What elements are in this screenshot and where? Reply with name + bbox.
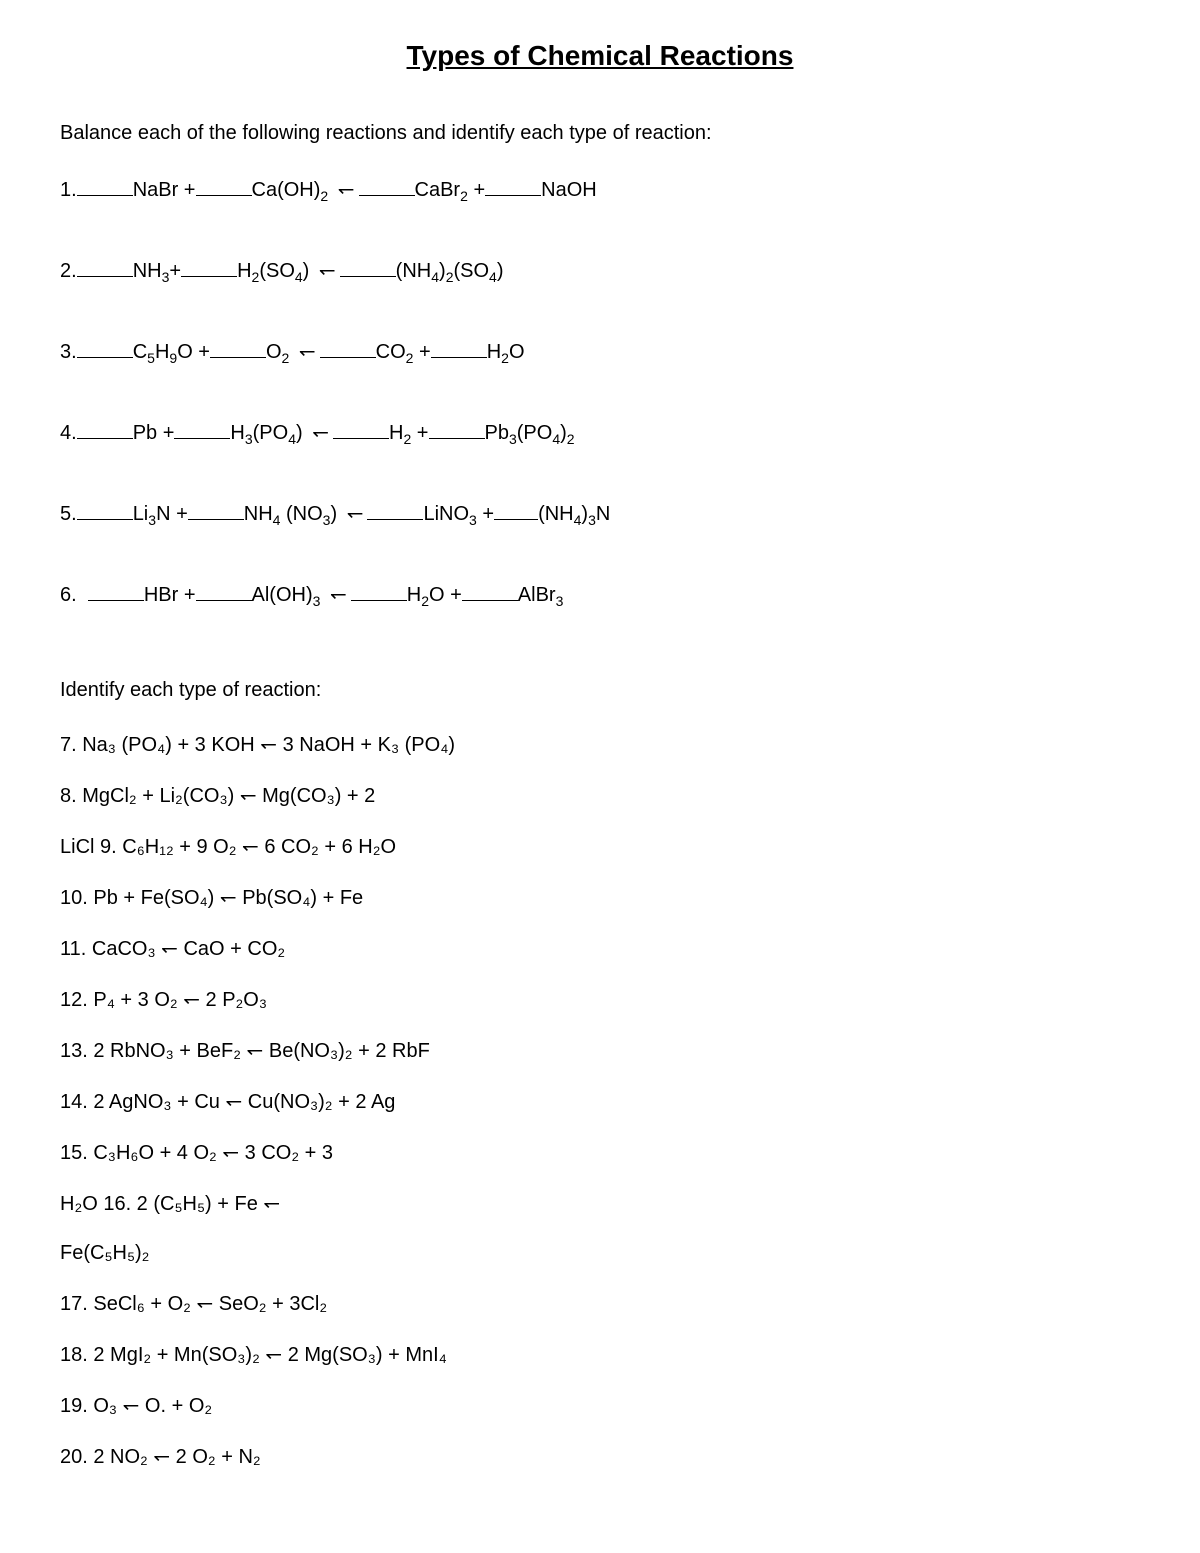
blank-input[interactable]: [333, 418, 389, 439]
worksheet-page: Types of Chemical Reactions Balance each…: [0, 0, 1200, 1553]
blank-input[interactable]: [77, 175, 133, 196]
question-11: 11. CaCO₃ ↽ CaO + CO₂: [60, 936, 1140, 961]
qnum: 4.: [60, 422, 77, 444]
arrow-icon: ↽: [315, 258, 340, 283]
question-13: 13. 2 RbNO₃ + BeF₂ ↽ Be(NO₃)₂ + 2 RbF: [60, 1038, 1140, 1063]
blank-input[interactable]: [210, 337, 266, 358]
blank-input[interactable]: [485, 175, 541, 196]
question-20: 20. 2 NO₂ ↽ 2 O₂ + N₂: [60, 1444, 1140, 1469]
qnum: 5.: [60, 503, 77, 525]
question-6: 6. HBr +Al(OH)3 ↽H2O +AlBr3: [60, 580, 1140, 609]
question-14: 14. 2 AgNO₃ + Cu ↽ Cu(NO₃)₂ + 2 Ag: [60, 1089, 1140, 1114]
blank-input[interactable]: [494, 499, 538, 520]
qnum: 3.: [60, 341, 77, 363]
question-1: 1.NaBr +Ca(OH)2 ↽CaBr2 +NaOH: [60, 175, 1140, 204]
blank-input[interactable]: [320, 337, 376, 358]
question-8: 8. MgCl₂ + Li₂(CO₃) ↽ Mg(CO₃) + 2: [60, 783, 1140, 808]
blank-input[interactable]: [359, 175, 415, 196]
arrow-icon: ↽: [308, 420, 333, 445]
blank-input[interactable]: [196, 175, 252, 196]
arrow-icon: ↽: [343, 501, 368, 526]
blank-input[interactable]: [188, 499, 244, 520]
question-19: 19. O₃ ↽ O. + O₂: [60, 1393, 1140, 1418]
question-3: 3.C5H9O +O2 ↽CO2 +H2O: [60, 337, 1140, 366]
page-title: Types of Chemical Reactions: [60, 40, 1140, 72]
arrow-icon: ↽: [295, 339, 320, 364]
question-2: 2.NH3+H2(SO4) ↽(NH4)2(SO4): [60, 256, 1140, 285]
blank-input[interactable]: [88, 580, 144, 601]
question-9: LiCl 9. C₆H₁₂ + 9 O₂ ↽ 6 CO₂ + 6 H₂O: [60, 834, 1140, 859]
question-7: 7. Na₃ (PO₄) + 3 KOH ↽ 3 NaOH + K₃ (PO₄): [60, 732, 1140, 757]
question-5: 5.Li3N +NH4 (NO3) ↽LiNO3 +(NH4)3N: [60, 499, 1140, 528]
blank-input[interactable]: [77, 337, 133, 358]
question-16b: Fe(C₅H₅)₂: [60, 1242, 1140, 1265]
question-4: 4.Pb +H3(PO4) ↽H2 +Pb3(PO4)2: [60, 418, 1140, 447]
blank-input[interactable]: [77, 256, 133, 277]
qnum: 2.: [60, 260, 77, 282]
blank-input[interactable]: [77, 418, 133, 439]
question-18: 18. 2 MgI₂ + Mn(SO₃)₂ ↽ 2 Mg(SO₃) + MnI₄: [60, 1342, 1140, 1367]
instructions-identify: Identify each type of reaction:: [60, 679, 1140, 702]
arrow-icon: ↽: [326, 582, 351, 607]
arrow-icon: ↽: [334, 177, 359, 202]
blank-input[interactable]: [462, 580, 518, 601]
qnum: 6.: [60, 584, 77, 606]
blank-input[interactable]: [196, 580, 252, 601]
blank-input[interactable]: [351, 580, 407, 601]
question-12: 12. P₄ + 3 O₂ ↽ 2 P₂O₃: [60, 987, 1140, 1012]
blank-input[interactable]: [340, 256, 396, 277]
blank-input[interactable]: [77, 499, 133, 520]
blank-input[interactable]: [367, 499, 423, 520]
question-17: 17. SeCl₆ + O₂ ↽ SeO₂ + 3Cl₂: [60, 1291, 1140, 1316]
question-10: 10. Pb + Fe(SO₄) ↽ Pb(SO₄) + Fe: [60, 885, 1140, 910]
instructions-balance: Balance each of the following reactions …: [60, 122, 1140, 145]
blank-input[interactable]: [174, 418, 230, 439]
blank-input[interactable]: [431, 337, 487, 358]
question-16: H₂O 16. 2 (C₅H₅) + Fe ↽: [60, 1191, 1140, 1216]
blank-input[interactable]: [429, 418, 485, 439]
blank-input[interactable]: [181, 256, 237, 277]
qnum: 1.: [60, 179, 77, 201]
question-15: 15. C₃H₆O + 4 O₂ ↽ 3 CO₂ + 3: [60, 1140, 1140, 1165]
